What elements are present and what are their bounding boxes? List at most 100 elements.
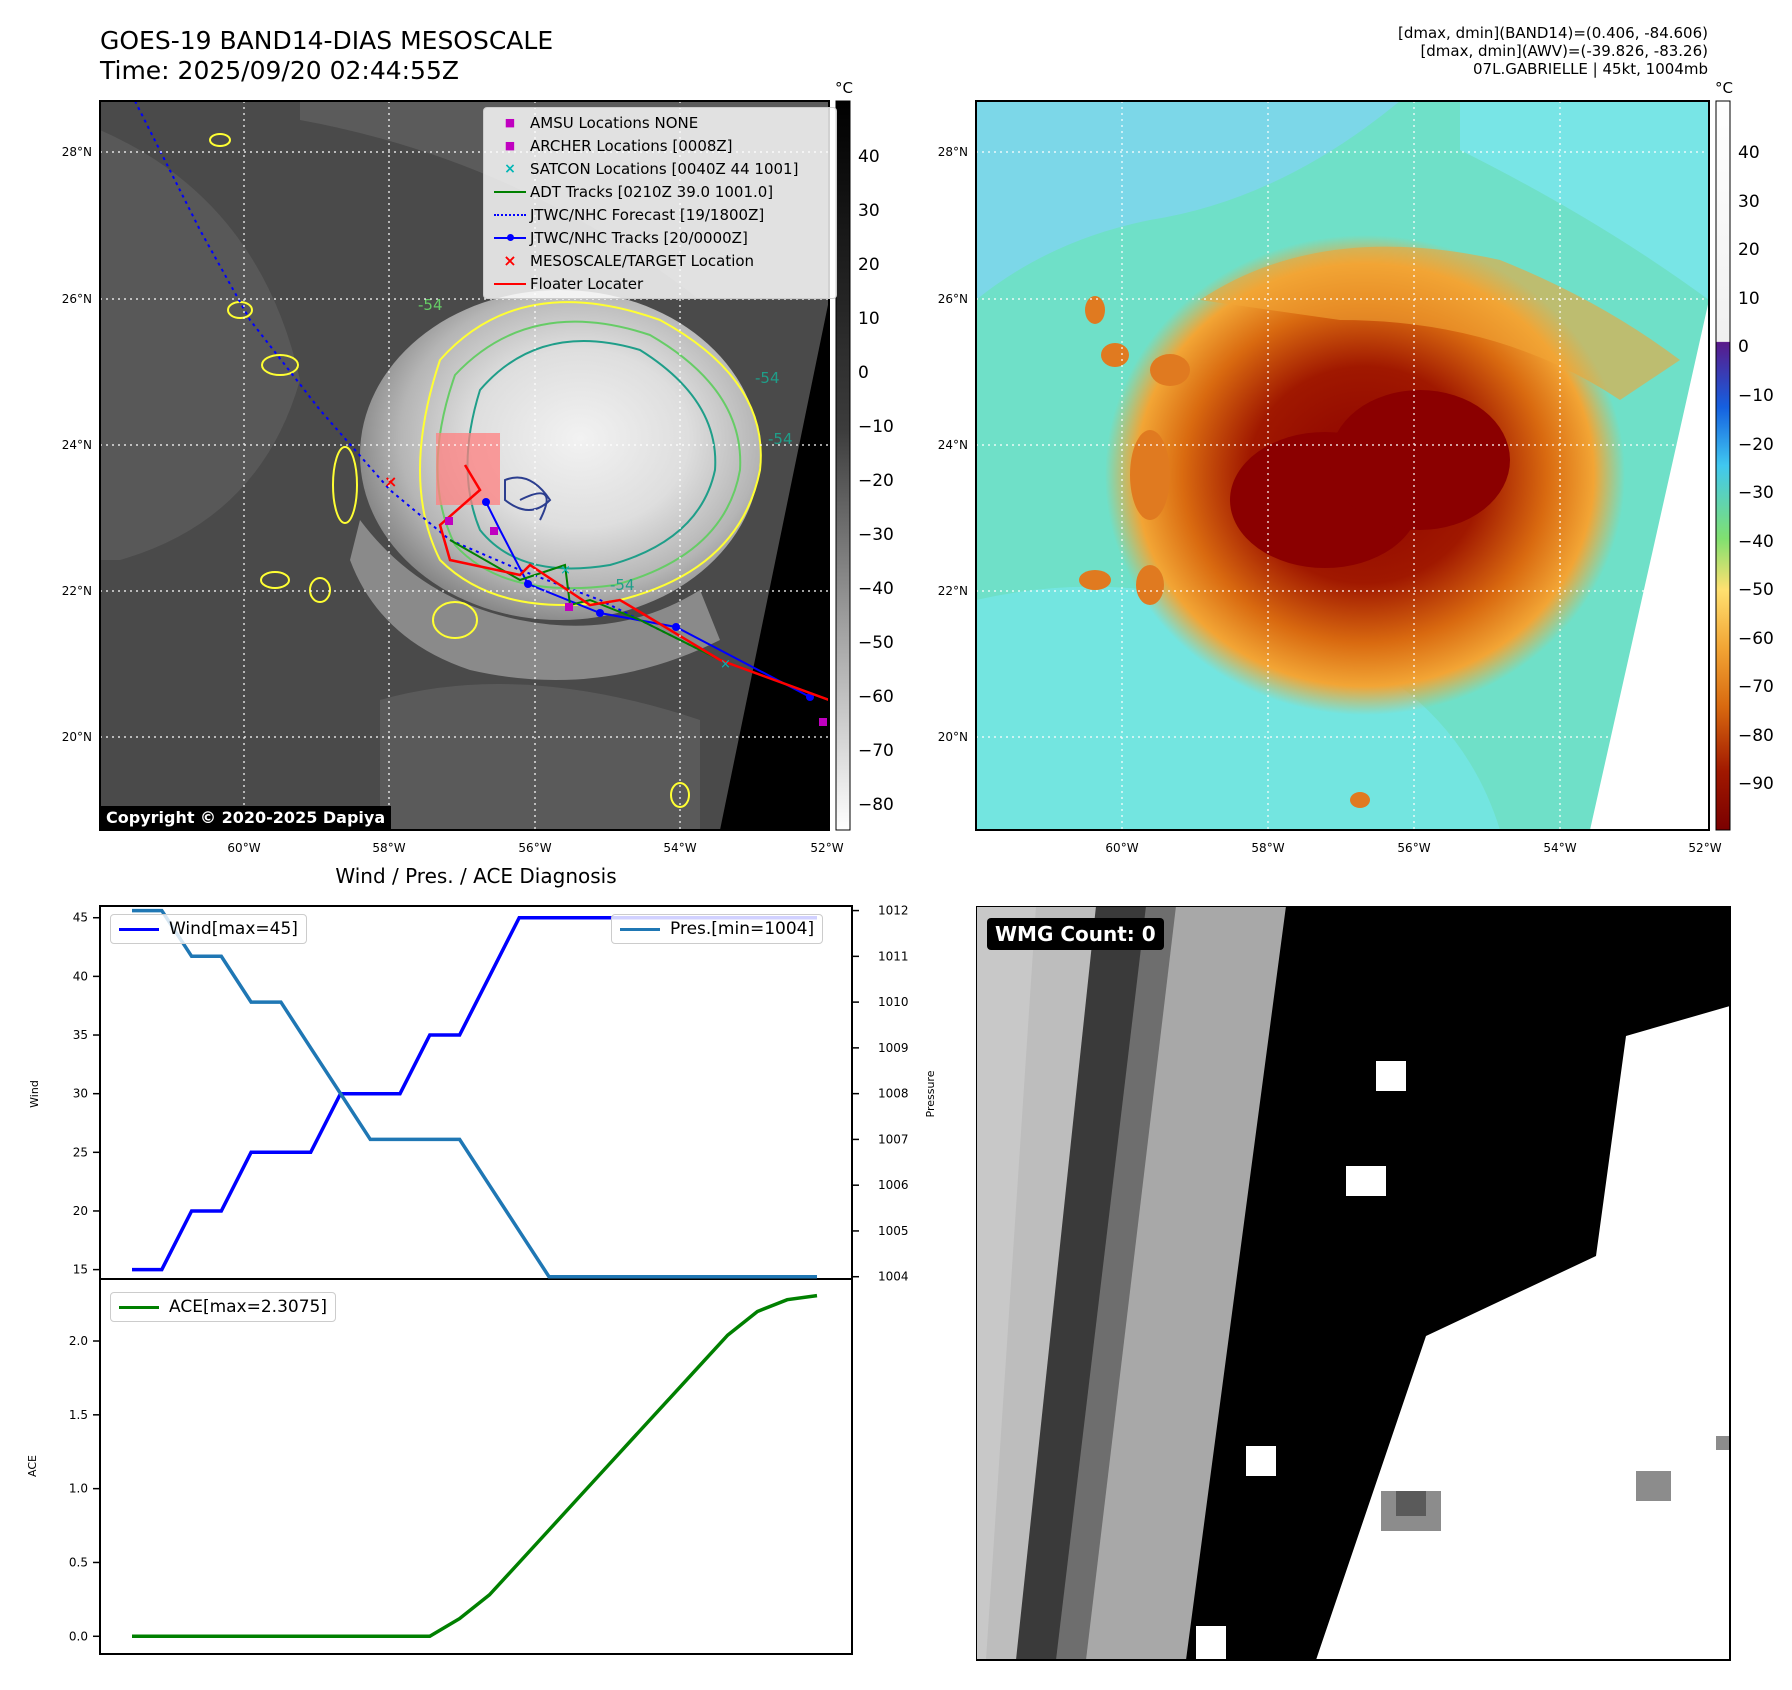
lon-label: 54°W	[663, 841, 696, 855]
contour-green	[436, 320, 742, 590]
axis-tick-label: 15	[73, 1263, 88, 1277]
wind-pres-frame	[99, 905, 853, 1280]
x-marker-icon: ×	[504, 160, 516, 177]
ir-colorbar-ticks: 40 30 20 10 0 −10 −20 −30 −40 −50 −60 −7…	[858, 147, 894, 815]
wmg-count-label: WMG Count: 0	[987, 918, 1164, 950]
svg-text:−50: −50	[1738, 580, 1774, 600]
contour-label: -54	[418, 296, 443, 314]
axis-tick-label: 40	[73, 969, 88, 983]
lon-label: 52°W	[810, 841, 843, 855]
awv-colorbar-ticks: 40 30 20 10 0 −10 −20 −30 −40 −50 −60 −7…	[1738, 143, 1774, 794]
ir-colorbar-unit: °C	[835, 79, 853, 97]
lat-label: 26°N	[62, 292, 92, 306]
svg-text:−10: −10	[1738, 386, 1774, 406]
awv-map-panel: 28°N 26°N 24°N 22°N 20°N 60°W 58°W 56°W …	[938, 79, 1774, 855]
legend-item: JTWC/NHC Tracks [20/0000Z]	[490, 226, 830, 249]
wind-series-line	[132, 915, 817, 1272]
awv-colorbar	[1715, 100, 1731, 831]
line-dot-icon	[490, 234, 530, 241]
awv-gridlines	[976, 101, 1709, 830]
lat-label: 28°N	[62, 145, 92, 159]
contour-label: -54	[755, 369, 780, 387]
awv-map-frame	[975, 100, 1710, 831]
axis-tick-label: 0.5	[69, 1555, 88, 1569]
svg-text:−90: −90	[1738, 774, 1774, 794]
lon-label: 56°W	[518, 841, 551, 855]
svg-text:−10: −10	[858, 417, 894, 437]
figure-time: Time: 2025/09/20 02:44:55Z	[100, 56, 459, 85]
svg-text:20: 20	[858, 255, 880, 275]
target-marker-icon: ×	[384, 472, 397, 491]
ace-axis-label: ACE	[26, 1455, 39, 1477]
lat-label: 26°N	[938, 292, 968, 306]
svg-text:40: 40	[858, 147, 880, 167]
contour-label: -54	[610, 576, 635, 594]
diagnosis-chart: 45 40 35 30 25 20 15 1012 1011 1010 1009 1008 1007 1…	[26, 904, 937, 1655]
axis-tick-label: 1011	[878, 949, 909, 963]
svg-text:−80: −80	[858, 795, 894, 815]
axis-tick-label: 25	[73, 1145, 88, 1159]
axis-tick-label: 1005	[878, 1224, 909, 1238]
legend-item: × SATCON Locations [0040Z 44 1001]	[490, 157, 830, 180]
awv-no-data	[1590, 300, 1709, 830]
copyright-badge: Copyright © 2020-2025 Dapiya	[100, 806, 392, 829]
info-band14: [dmax, dmin](BAND14)=(0.406, -84.606)	[1397, 24, 1708, 42]
legend-item: ■ AMSU Locations NONE	[490, 111, 830, 134]
svg-text:0: 0	[1738, 337, 1749, 357]
axis-tick-label: 1.5	[69, 1408, 88, 1422]
wmg-panel	[976, 906, 1731, 1661]
svg-text:10: 10	[1738, 289, 1760, 309]
svg-text:−20: −20	[1738, 435, 1774, 455]
line-marker-icon	[490, 190, 530, 193]
legend-item: ADT Tracks [0210Z 39.0 1001.0]	[490, 180, 830, 203]
ir-map-frame	[99, 100, 830, 831]
info-storm: 07L.GABRIELLE | 45kt, 1004mb	[1473, 60, 1708, 78]
lat-label: 22°N	[938, 584, 968, 598]
axis-tick-label: 20	[73, 1204, 88, 1218]
forecast-track	[134, 101, 829, 701]
archer-marker-icon	[445, 517, 453, 525]
lat-label: 20°N	[938, 730, 968, 744]
contour-teal	[466, 340, 717, 570]
contour-navy	[504, 476, 552, 511]
axis-tick-label: 0.0	[69, 1629, 88, 1643]
axis-tick-label: 1009	[878, 1041, 909, 1055]
axis-tick-label: 45	[73, 911, 88, 925]
lon-label: 60°W	[227, 841, 260, 855]
ace-series-line	[132, 1293, 818, 1639]
wind-legend: Wind[max=45]	[110, 914, 307, 944]
axis-tick-label: 1007	[878, 1132, 909, 1146]
lon-label: 52°W	[1688, 841, 1721, 855]
svg-text:−80: −80	[1738, 726, 1774, 746]
svg-text:0: 0	[858, 363, 869, 383]
storm-cloud-shield	[360, 290, 760, 620]
info-awv: [dmax, dmin](AWV)=(-39.826, -83.26)	[1420, 42, 1708, 60]
axis-tick-label: 1.0	[69, 1482, 88, 1496]
axis-tick-label: 1010	[878, 995, 909, 1009]
svg-text:30: 30	[858, 201, 880, 221]
x-marker-icon: ×	[503, 251, 517, 270]
no-data-swath	[720, 300, 829, 830]
track-legend: ■ AMSU Locations NONE ■ ARCHER Locations…	[483, 107, 837, 299]
lat-label: 24°N	[938, 438, 968, 452]
wmg-black-region	[1186, 906, 1730, 1660]
svg-text:−40: −40	[1738, 532, 1774, 552]
lat-label: 24°N	[62, 438, 92, 452]
pressure-series-line	[132, 908, 817, 1279]
wmg-frame	[976, 906, 1731, 1661]
svg-text:−70: −70	[858, 741, 894, 761]
info-block: [dmax, dmin](BAND14)=(0.406, -84.606) [d…	[1008, 24, 1708, 78]
ir-colorbar	[835, 100, 851, 831]
jtwc-track	[485, 501, 811, 698]
svg-text:×: ×	[720, 657, 731, 672]
ace-legend: ACE[max=2.3075]	[110, 1292, 336, 1322]
axis-tick-label: 2.0	[69, 1334, 88, 1348]
lon-label: 58°W	[1251, 841, 1284, 855]
figure-title: GOES-19 BAND14-DIAS MESOSCALE	[100, 26, 554, 55]
lon-label: 56°W	[1397, 841, 1430, 855]
svg-text:−20: −20	[858, 471, 894, 491]
svg-text:−60: −60	[858, 687, 894, 707]
line-marker-icon	[490, 282, 530, 285]
lat-label: 28°N	[938, 145, 968, 159]
legend-item: × MESOSCALE/TARGET Location	[490, 249, 830, 272]
